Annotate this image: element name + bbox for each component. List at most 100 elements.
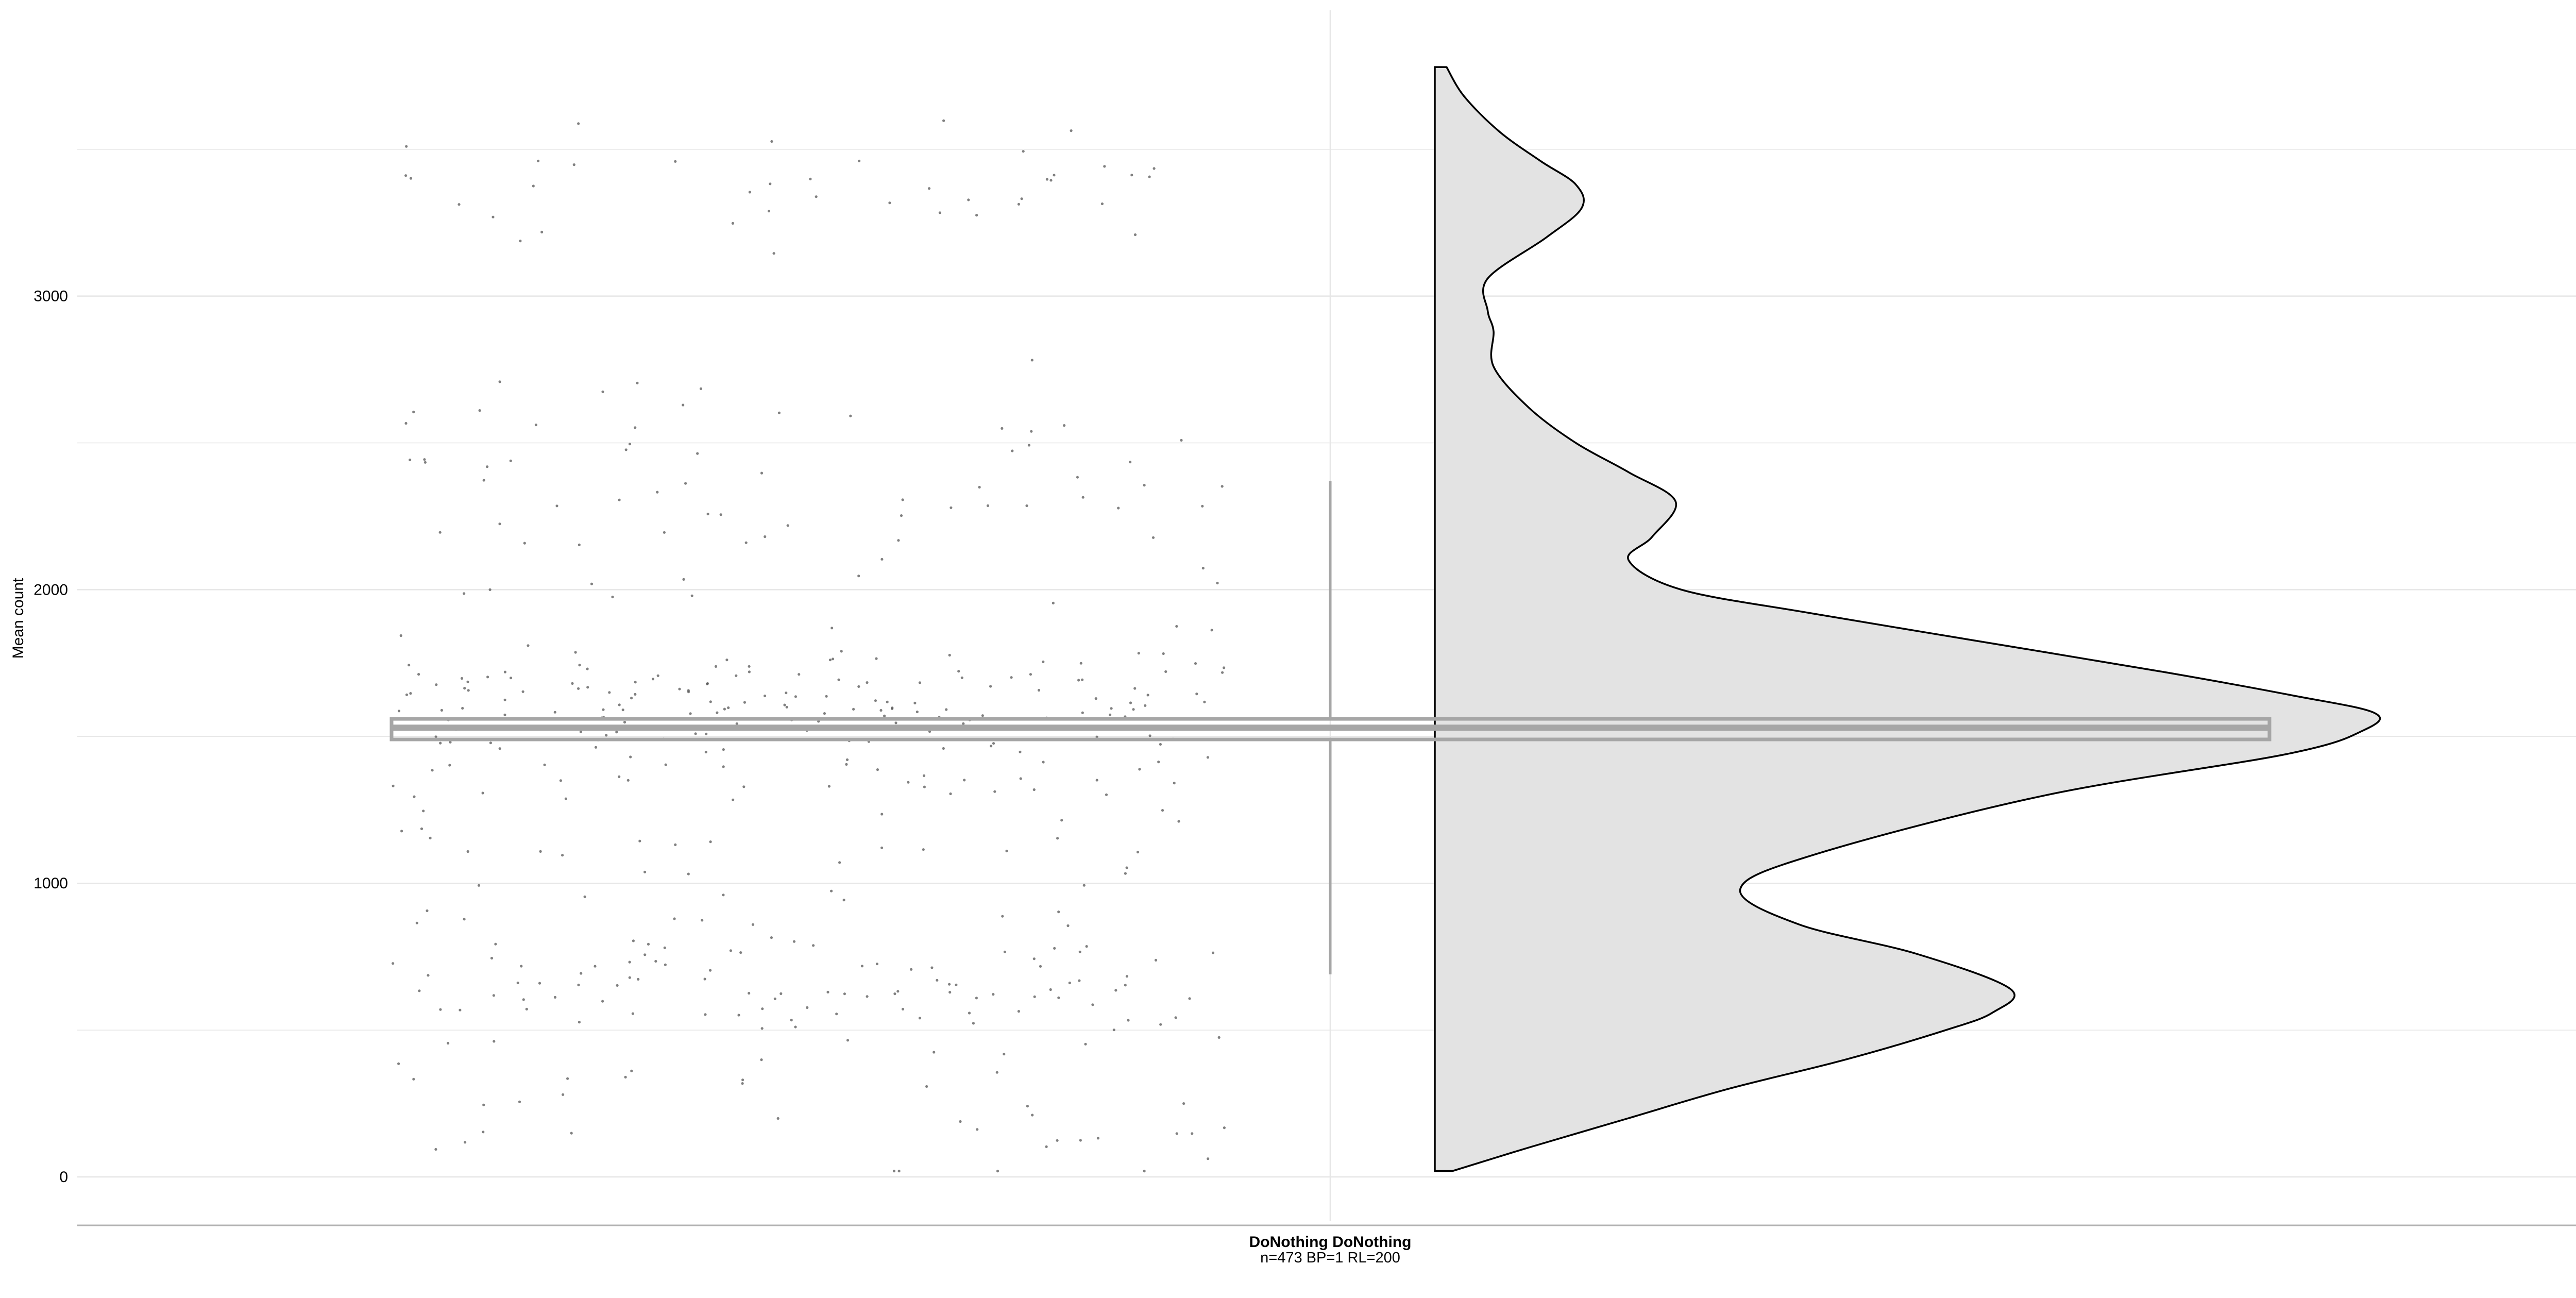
data-point xyxy=(975,214,978,217)
data-point xyxy=(770,936,773,939)
data-point xyxy=(486,465,489,468)
data-point xyxy=(663,531,666,534)
data-point xyxy=(618,498,621,501)
data-point xyxy=(673,917,676,920)
data-point xyxy=(835,1013,838,1016)
data-point xyxy=(832,658,835,661)
data-point xyxy=(907,781,910,784)
data-point xyxy=(482,1103,485,1106)
data-point xyxy=(534,424,537,427)
data-point xyxy=(989,685,992,688)
data-point xyxy=(687,689,690,692)
data-point xyxy=(860,965,863,968)
data-point xyxy=(1045,178,1048,181)
data-point xyxy=(426,909,429,913)
data-point xyxy=(687,872,690,875)
data-point xyxy=(1203,700,1206,703)
data-point xyxy=(577,122,580,125)
data-point xyxy=(578,543,581,546)
data-point xyxy=(1127,1019,1130,1022)
data-point xyxy=(714,665,718,668)
data-point xyxy=(760,1058,763,1061)
data-point xyxy=(760,471,764,475)
data-point xyxy=(632,939,635,942)
data-point xyxy=(1078,950,1081,953)
data-point xyxy=(392,962,395,965)
data-point xyxy=(628,443,632,446)
data-point xyxy=(449,740,452,744)
data-point xyxy=(1001,427,1004,430)
data-point xyxy=(992,742,995,745)
data-point xyxy=(722,894,725,897)
data-point xyxy=(1146,694,1149,697)
data-point xyxy=(520,965,523,968)
data-point xyxy=(735,722,738,726)
data-point xyxy=(729,949,732,952)
data-point xyxy=(427,974,430,977)
data-point xyxy=(1117,507,1120,510)
data-point xyxy=(704,1013,707,1016)
data-point xyxy=(1207,1157,1210,1160)
data-point xyxy=(440,709,444,712)
data-point xyxy=(463,687,466,690)
data-point xyxy=(701,919,704,922)
data-point xyxy=(1068,981,1071,985)
data-point xyxy=(643,953,647,956)
y-tick-labels: 0 1000 2000 3000 xyxy=(33,288,68,1186)
data-point xyxy=(996,1170,999,1173)
data-point xyxy=(716,711,719,714)
violin xyxy=(1434,66,2381,1172)
data-point xyxy=(948,991,952,994)
category-subtitle: n=473 BP=1 RL=200 xyxy=(1260,1250,1400,1266)
data-point xyxy=(1052,601,1055,604)
data-point xyxy=(1079,662,1082,665)
data-point xyxy=(785,705,788,709)
data-point xyxy=(845,763,848,766)
data-point xyxy=(792,940,796,943)
data-point xyxy=(760,1027,764,1030)
data-point xyxy=(790,1019,793,1022)
data-point xyxy=(397,1062,400,1065)
data-point xyxy=(682,578,685,581)
data-point xyxy=(1039,965,1042,968)
data-point xyxy=(626,779,630,782)
data-point xyxy=(664,763,667,766)
data-point xyxy=(840,650,843,653)
data-point xyxy=(664,963,667,966)
data-point xyxy=(812,944,815,947)
data-point xyxy=(422,810,425,813)
data-point xyxy=(1191,1132,1194,1135)
data-point xyxy=(663,946,666,949)
data-point xyxy=(959,1120,962,1123)
data-point xyxy=(1063,424,1066,427)
data-point xyxy=(923,785,926,788)
data-point xyxy=(857,575,860,578)
data-point xyxy=(412,1077,415,1081)
data-point xyxy=(577,687,580,690)
data-point xyxy=(523,542,526,545)
data-point xyxy=(972,1022,975,1025)
data-point xyxy=(1078,979,1081,982)
data-point xyxy=(838,861,841,864)
violin-shape xyxy=(1434,66,2381,1172)
data-point xyxy=(562,1093,565,1096)
data-point xyxy=(624,1075,627,1078)
data-point xyxy=(960,676,963,679)
data-point xyxy=(1081,496,1084,499)
data-point xyxy=(843,992,846,996)
data-point xyxy=(431,769,434,772)
data-point xyxy=(1137,652,1140,655)
data-point xyxy=(594,746,598,749)
data-point xyxy=(1211,951,1215,954)
data-point xyxy=(975,997,978,1000)
data-point xyxy=(742,785,745,788)
data-point xyxy=(866,995,869,998)
data-point xyxy=(1144,704,1147,707)
data-point xyxy=(1151,536,1155,539)
data-point xyxy=(630,697,633,700)
data-point xyxy=(463,918,466,921)
data-point xyxy=(1130,174,1133,177)
data-point xyxy=(1053,947,1056,950)
data-point xyxy=(601,390,604,393)
data-point xyxy=(478,409,481,412)
